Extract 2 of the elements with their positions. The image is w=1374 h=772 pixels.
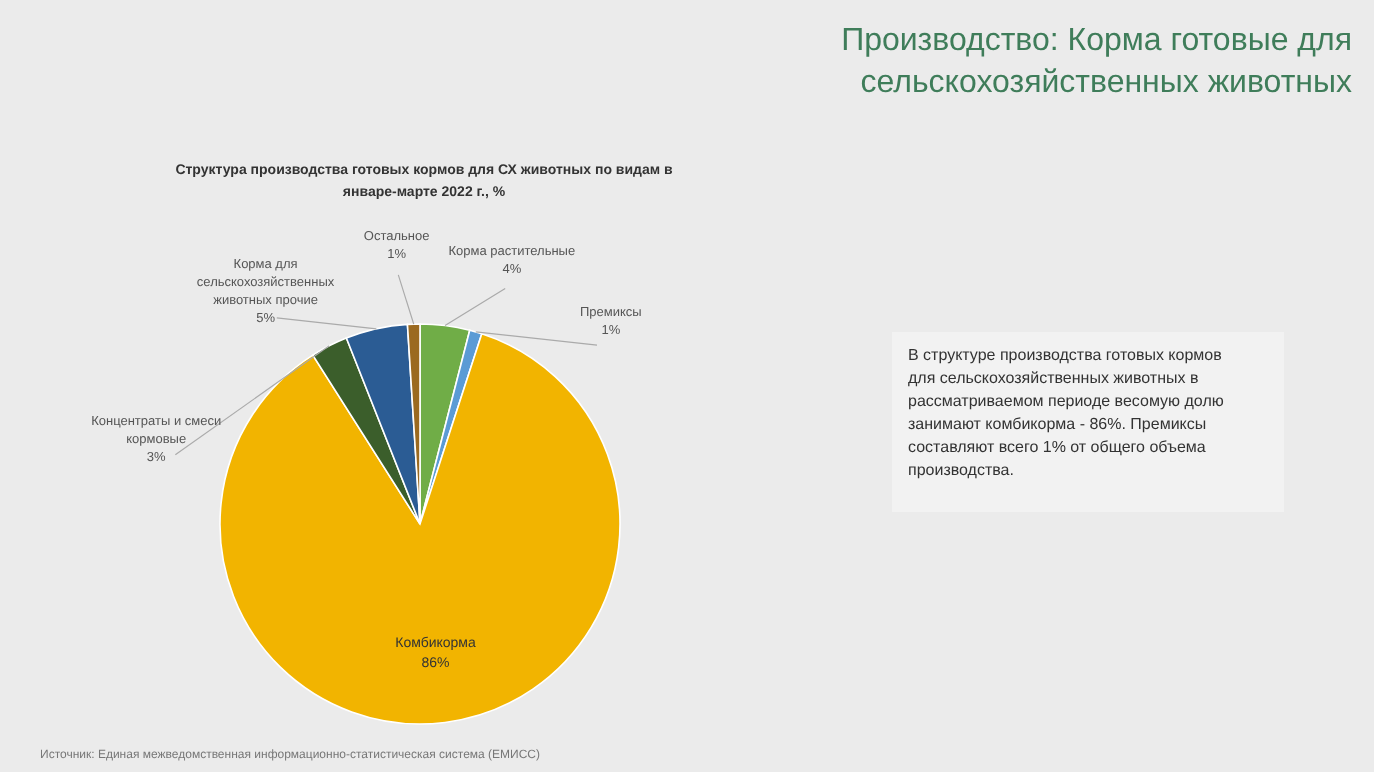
text: Производство: Корма готовые для сельскохозяйственных животных — [841, 24, 1352, 100]
text: В структуре производства готовых кормов для сельскохозяйственных животных в рассматриваемом периоде весомую долю занимают комбикорма - 86%. Премиксы составляют всего 1% от общего объема производства. — [908, 346, 1224, 479]
